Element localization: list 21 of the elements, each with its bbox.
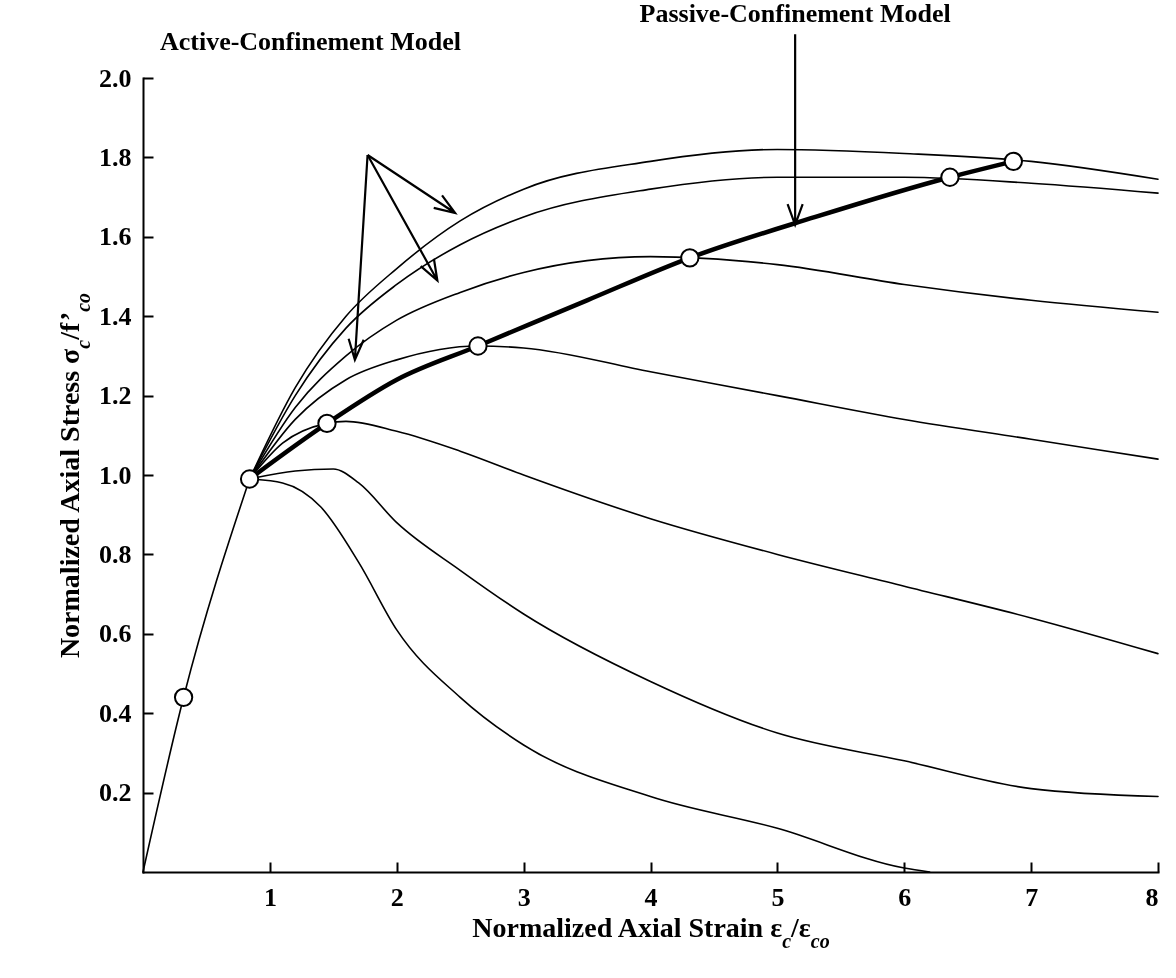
- text: Active-Confinement Model: [159, 27, 462, 57]
- y-tick-label: 0.8: [99, 539, 132, 569]
- y-tick-label: 1.0: [99, 460, 132, 490]
- y-tick-label: 0.4: [99, 698, 132, 728]
- x-axis-title: Normalized Axial Strain ε$_{c}$/ε$_{co}$: [472, 911, 830, 952]
- x-tick-label: 3: [517, 882, 531, 912]
- y-tick-label: 1.4: [99, 301, 132, 331]
- x-tick-label: 6: [898, 882, 912, 912]
- x-tick-label: 8: [1145, 882, 1159, 912]
- x-tick-label: 7: [1025, 882, 1039, 912]
- y-tick-label: 0.6: [99, 619, 132, 649]
- y-tick-label: 0.2: [99, 778, 132, 808]
- y-tick-label: 1.2: [99, 381, 132, 411]
- x-tick-label: 1: [263, 882, 277, 912]
- y-tick-label: 2.0: [99, 63, 132, 93]
- x-tick-label: 5: [771, 882, 785, 912]
- x-tick-label: 2: [390, 882, 404, 912]
- x-tick-label: 4: [644, 882, 658, 912]
- annotation: Passive-Confinement Model: [639, 0, 951, 29]
- y-tick-label: 1.8: [99, 142, 132, 172]
- y-tick-label: 1.6: [99, 222, 132, 252]
